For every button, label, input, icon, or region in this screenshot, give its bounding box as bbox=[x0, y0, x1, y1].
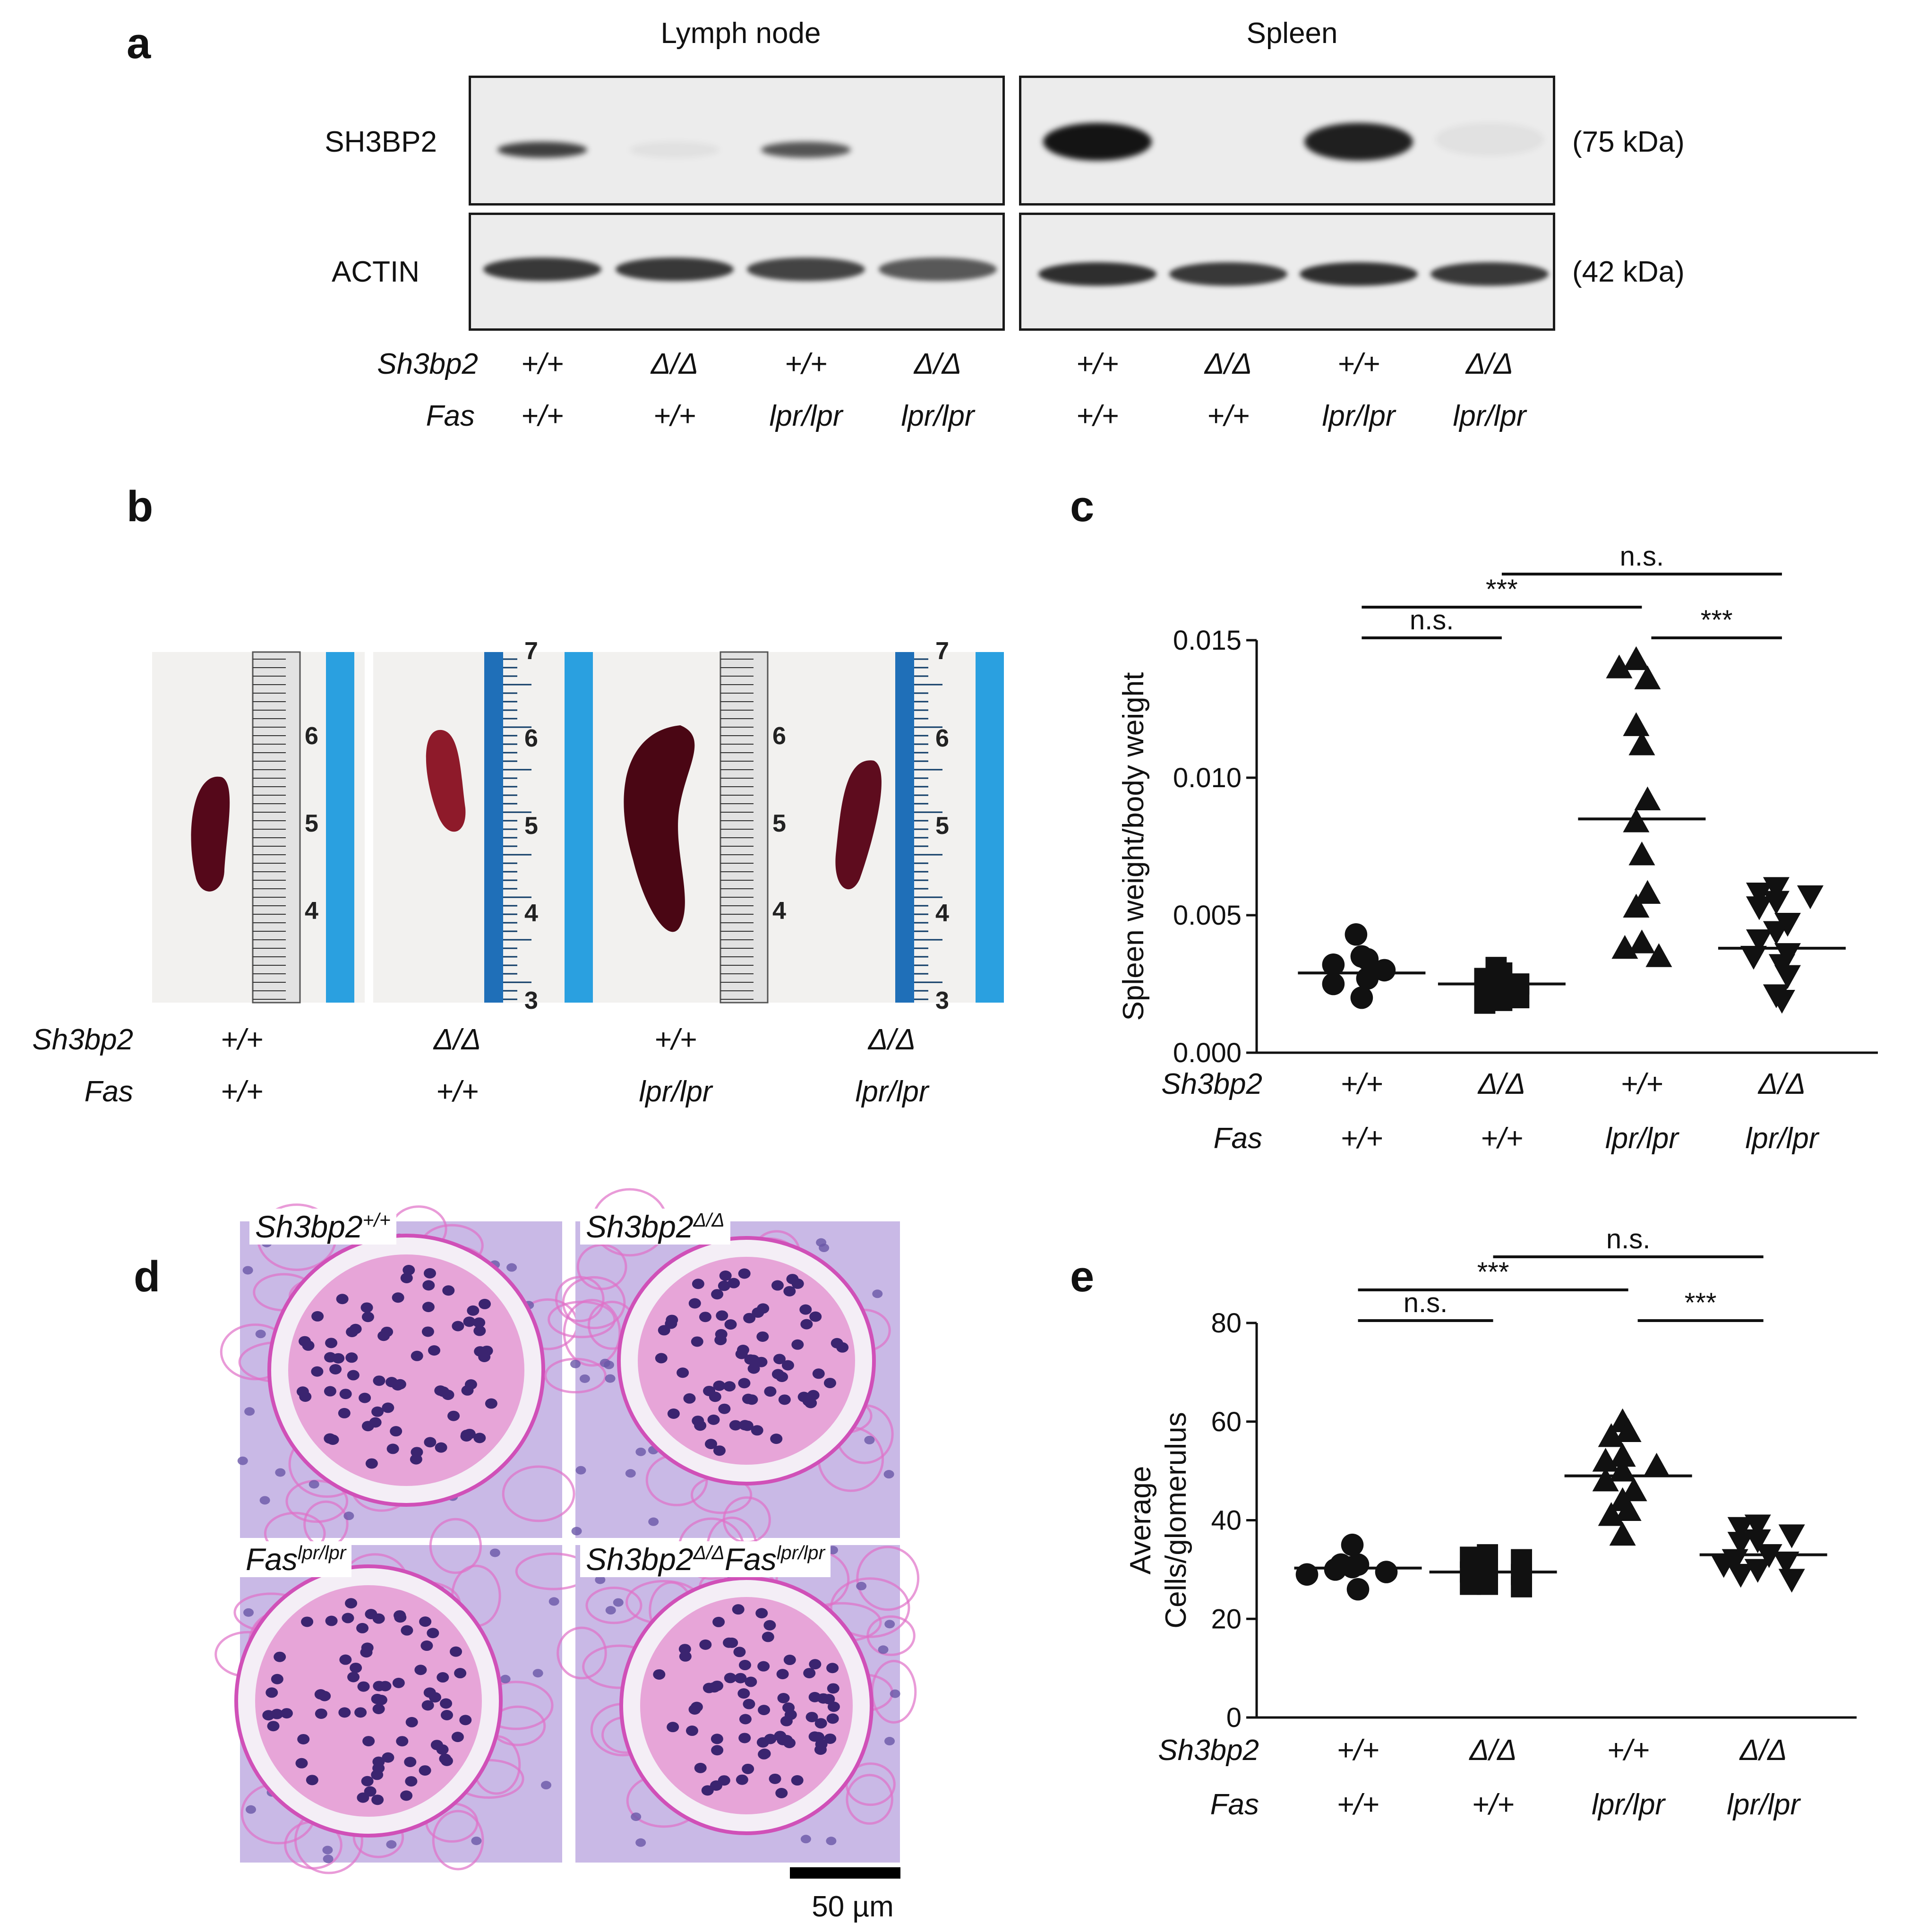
data-point bbox=[1324, 1558, 1347, 1581]
data-point bbox=[1347, 1578, 1370, 1601]
comparison-label: n.s. bbox=[1606, 1224, 1651, 1254]
y-tick-label: 40 bbox=[1211, 1505, 1242, 1536]
data-point bbox=[1728, 1564, 1754, 1588]
group-label-fas: +/+ bbox=[1337, 1788, 1379, 1821]
group-label-fas: +/+ bbox=[1472, 1788, 1515, 1821]
group-label-sh3bp2: Δ/Δ bbox=[1739, 1734, 1787, 1767]
data-point bbox=[1511, 1576, 1532, 1597]
comparison-label: *** bbox=[1477, 1257, 1509, 1288]
row-label-fas: Fas bbox=[1210, 1788, 1259, 1821]
group-label-sh3bp2: +/+ bbox=[1607, 1734, 1650, 1767]
comparison-label: *** bbox=[1685, 1288, 1717, 1318]
data-point bbox=[1460, 1574, 1481, 1595]
y-axis-label: Average bbox=[1124, 1466, 1157, 1575]
data-point bbox=[1779, 1524, 1805, 1548]
data-point bbox=[1644, 1453, 1670, 1477]
y-tick-label: 60 bbox=[1211, 1407, 1242, 1437]
data-point bbox=[1375, 1561, 1398, 1583]
y-tick-label: 20 bbox=[1211, 1604, 1242, 1634]
group-label-sh3bp2: Δ/Δ bbox=[1468, 1734, 1516, 1767]
data-point bbox=[1779, 1569, 1805, 1592]
group-label-sh3bp2: +/+ bbox=[1337, 1734, 1379, 1767]
data-point bbox=[1341, 1534, 1364, 1556]
comparison-label: n.s. bbox=[1404, 1288, 1448, 1318]
y-tick-label: 80 bbox=[1211, 1308, 1242, 1339]
group-label-fas: lpr/lpr bbox=[1592, 1788, 1666, 1821]
data-point bbox=[1296, 1563, 1319, 1586]
y-axis-label: Cells/glomerulus bbox=[1160, 1412, 1192, 1628]
group-label-fas: lpr/lpr bbox=[1727, 1788, 1801, 1821]
row-label-sh3bp2: Sh3bp2 bbox=[1158, 1734, 1259, 1767]
y-tick-label: 0 bbox=[1226, 1702, 1242, 1733]
